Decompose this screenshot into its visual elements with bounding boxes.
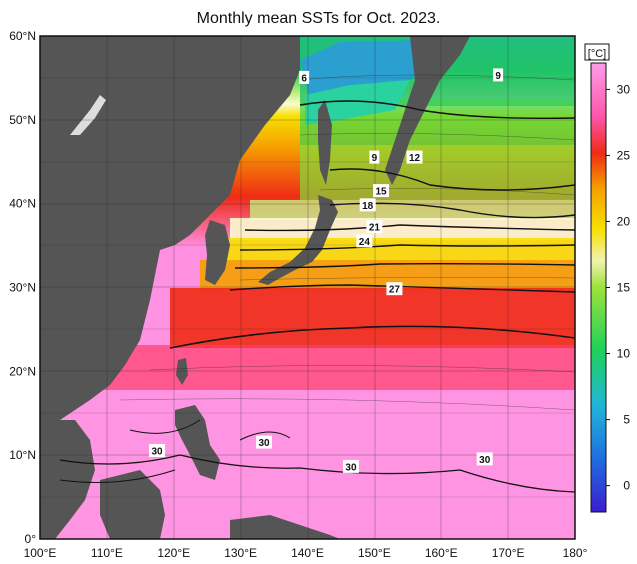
lat-tick-label: 40°N	[9, 197, 36, 211]
contour-label-box	[256, 435, 273, 449]
contour-label-box	[299, 70, 310, 84]
contour-label: 18	[362, 201, 374, 212]
colorbar-tick-label: 25	[617, 148, 631, 162]
lon-tick-label: 100°E	[24, 546, 57, 560]
colorbar-tick-label: 15	[617, 281, 631, 295]
contour-label: 6	[301, 73, 307, 84]
colorbar-ramp	[590, 62, 607, 513]
contour-label-box	[342, 459, 359, 473]
lat-tick-label: 50°N	[9, 113, 36, 127]
contour-label-box	[373, 184, 390, 198]
contour-label-box	[369, 150, 380, 164]
contour-label: 21	[369, 223, 381, 234]
land	[40, 36, 470, 539]
contour-label: 30	[479, 455, 491, 466]
colorbar-unit-box	[584, 43, 610, 61]
map-frame	[39, 35, 576, 540]
contour-label: 30	[345, 462, 357, 473]
contour-label: 12	[409, 153, 421, 164]
colorbar-unit: [°C]	[588, 48, 606, 60]
contour-label: 30	[258, 438, 270, 449]
colorbar-tick-label: 30	[617, 82, 631, 96]
contour-label-box	[359, 198, 376, 212]
colorbar-tick-labels: 0 5 10 15 20 25 30	[606, 82, 631, 493]
lat-tick-label: 30°N	[9, 281, 36, 295]
contour-label-box	[386, 282, 403, 296]
map-title: Monthly mean SSTs for Oct. 2023.	[196, 10, 441, 27]
lat-tick-label: 20°N	[9, 364, 36, 378]
colorbar-tick-label: 5	[623, 413, 630, 427]
lat-tick-label: 60°N	[9, 29, 36, 43]
lon-tick-label: 160°E	[425, 546, 458, 560]
contour-label-box	[476, 452, 493, 466]
lon-tick-label: 170°E	[492, 546, 525, 560]
contour-label: 27	[389, 285, 401, 296]
lat-tick-label: 10°N	[9, 448, 36, 462]
contour-label: 9	[495, 71, 501, 82]
contour-label-box	[356, 234, 373, 248]
lat-tick-label: 0°	[25, 532, 37, 546]
contour-label-box	[366, 220, 383, 234]
colorbar-tick-label: 20	[617, 214, 631, 228]
contour-label: 15	[376, 187, 388, 198]
contour-label-box	[493, 68, 504, 82]
lon-tick-label: 120°E	[157, 546, 190, 560]
lon-tick-label: 110°E	[91, 546, 123, 560]
colorbar-tick-label: 10	[617, 347, 631, 361]
lon-tick-labels: 100°E 110°E 120°E 130°E 140°E 150°E 160°E 170°E…	[24, 546, 588, 560]
contour-label-box	[406, 150, 423, 164]
contour-label-box	[149, 443, 166, 457]
contour-label: 9	[372, 153, 378, 164]
grid-lines	[40, 36, 575, 539]
lat-tick-labels: 0° 10°N 20°N 30°N 40°N 50°N 60°N	[9, 29, 36, 546]
colorbar-tick-label: 0	[623, 479, 630, 493]
colorbar: [°C] 0 5 10 15 20 25 30	[584, 43, 631, 513]
lon-tick-label: 150°E	[358, 546, 391, 560]
minor-isotherms	[119, 74, 575, 411]
lon-tick-label: 140°E	[291, 546, 324, 560]
lon-tick-label: 130°E	[224, 546, 257, 560]
contour-label: 24	[359, 237, 371, 248]
lon-tick-label: 180°	[563, 546, 588, 560]
contour-label: 30	[151, 446, 163, 457]
isotherms	[59, 100, 575, 493]
